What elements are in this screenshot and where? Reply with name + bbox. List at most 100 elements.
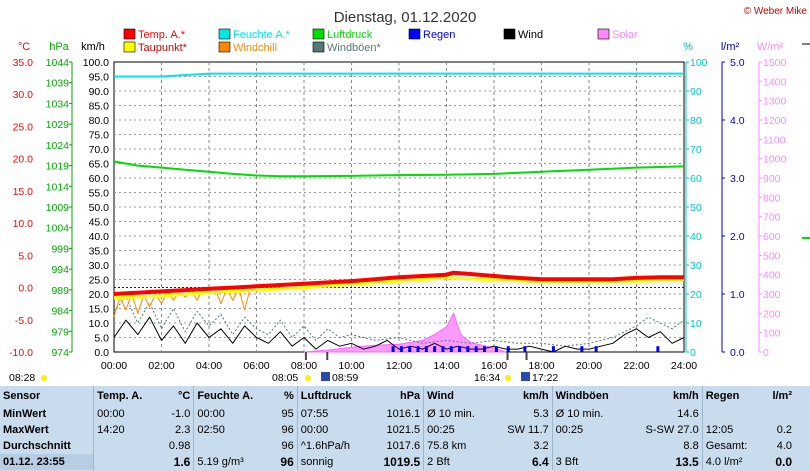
stats-cell: 02:50: [193, 422, 273, 438]
temp-tick-label: 30.0: [13, 89, 34, 101]
humidity-tick-label: 40: [690, 231, 702, 243]
temp-tick-label: 15.0: [13, 186, 34, 198]
stats-cell: 96: [280, 455, 294, 469]
x-tick-label: 22:00: [623, 360, 649, 372]
stats-cell: 07:55: [296, 406, 370, 422]
pressure-tick-label: 1024: [46, 140, 70, 152]
stats-cell: SW 11.7: [507, 424, 549, 436]
wind-tick-label: 85.0: [89, 101, 110, 113]
pressure-tick-label: 989: [51, 285, 69, 297]
rain-bar: [416, 346, 420, 352]
stats-cell: 96: [281, 424, 294, 436]
stats-header-humidity: Feuchte A.: [193, 386, 273, 406]
solar-unit-label: W/m²: [757, 41, 784, 53]
stats-row: MinWert 00:00 -1.0 00:00 95 07:55 1016.1 Ø 10 m…: [0, 406, 795, 422]
legend-label: Regen: [423, 29, 455, 41]
x-tick-label: 10:00: [338, 360, 364, 372]
stats-row: Durchschnitt 0.98 96 ^1.6hPa/h 1017.6 75.8 km…: [0, 438, 795, 454]
solar-tick-label: 700: [763, 212, 781, 224]
legend-label: Feuchte A.*: [233, 29, 291, 41]
rain-bar: [594, 346, 598, 352]
stats-cell: Ø 10 min.: [423, 406, 492, 422]
wind-tick-label: 35.0: [89, 246, 110, 258]
pressure-tick-label: 1029: [46, 119, 70, 131]
stats-cell: 5.3: [533, 408, 549, 420]
wind-tick-label: 50.0: [89, 202, 110, 214]
stats-table: Sensor Temp. A. °C Feuchte A. % Luftdruc…: [0, 386, 795, 470]
humidity-tick-label: 60: [690, 173, 702, 185]
solar-tick-label: 1300: [763, 96, 787, 108]
stats-cell: 1016.1: [386, 408, 421, 420]
x-tick-label: 14:00: [433, 360, 459, 372]
x-tick-label: 06:00: [243, 360, 269, 372]
stats-cell: 2 Bft: [423, 454, 492, 470]
stats-cell: 00:25: [551, 422, 628, 438]
stats-cell: S-SW 27.0: [645, 424, 699, 436]
stats-panel: Sensor Temp. A. °C Feuchte A. % Luftdruc…: [0, 386, 810, 471]
solar-tick-label: 100: [763, 328, 781, 340]
rain-bar: [494, 346, 498, 352]
temperature-line: [113, 270, 684, 296]
wind-tick-label: 5.0: [94, 333, 109, 345]
stats-cell: [93, 454, 159, 470]
solar-tick-label: 500: [763, 250, 781, 262]
pressure-tick-label: 1014: [46, 181, 70, 193]
stats-cell: Ø 10 min.: [551, 406, 628, 422]
wind-tick-label: 75.0: [89, 130, 110, 142]
x-tick-label: 20:00: [576, 360, 602, 372]
legend-swatch: [123, 28, 136, 40]
humidity-tick-label: 10: [690, 318, 702, 330]
pressure-tick-label: 979: [51, 326, 69, 338]
pressure-tick-label: 994: [51, 264, 69, 276]
chart-title: Dienstag, 01.12.2020: [334, 9, 477, 26]
windchill-line: [113, 285, 257, 317]
stats-row-label: Durchschnitt: [3, 440, 71, 452]
wind-tick-label: 55.0: [89, 188, 110, 200]
stats-cell: 0.98: [168, 440, 191, 452]
stats-cell: 1021.5: [386, 424, 421, 436]
x-tick-label: 16:00: [481, 360, 507, 372]
wind-tick-label: 65.0: [89, 159, 110, 171]
legend-swatch: [503, 28, 516, 40]
stats-cell: sonnig: [296, 454, 370, 470]
stats-cell: 13.5: [675, 455, 699, 469]
stats-header-temp: Temp. A.: [93, 386, 159, 406]
solar-tick-label: 1500: [763, 57, 787, 69]
wind-tick-label: 15.0: [89, 304, 110, 316]
chart-legend: Temp. A.* Feuchte A.* Luftdruck Regen Wind So…: [123, 28, 638, 54]
x-tick-label: 12:00: [386, 360, 412, 372]
pressure-tick-label: 1044: [46, 57, 70, 69]
stats-cell: [551, 438, 628, 454]
stats-cell: 4.0 l/m²: [701, 454, 763, 470]
sunrise-early-label: 08:28: [9, 372, 35, 384]
solar-tick-label: 1100: [763, 134, 786, 146]
stats-cell: 00:25: [423, 422, 492, 438]
temp-tick-label: 35.0: [13, 57, 34, 69]
wind-tick-label: 100.0: [83, 57, 109, 69]
stats-cell: 00:00: [93, 406, 159, 422]
solar-tick-label: 900: [763, 173, 781, 185]
wind-tick-label: 45.0: [89, 217, 110, 229]
solar-tick-label: 400: [763, 270, 781, 282]
pressure-tick-label: 999: [51, 243, 69, 255]
copyright-text: © Weber Mike: [744, 6, 808, 17]
wind-tick-label: 95.0: [89, 72, 110, 84]
chart-grid: [113, 61, 685, 353]
rain-bar: [656, 346, 660, 352]
stats-cell: [763, 406, 795, 422]
stats-cell: 96: [281, 440, 294, 452]
temp-tick-label: 20.0: [13, 154, 34, 166]
dewpoint-line: [113, 276, 685, 300]
legend-swatch: [218, 41, 231, 53]
wind-tick-label: 80.0: [89, 115, 110, 127]
wind-tick-label: 20.0: [89, 289, 110, 301]
wind-line: [113, 316, 685, 353]
sun-icon: [41, 375, 47, 381]
solar-tick-label: 0: [763, 347, 769, 359]
stats-cell: 0.2: [776, 424, 792, 436]
wind-tick-label: 10.0: [89, 318, 110, 330]
rain-tick-label: 1.0: [730, 289, 745, 301]
pressure-unit-label: hPa: [49, 41, 69, 53]
solar-tick-label: 1200: [763, 115, 787, 127]
rain-tick-label: 0.0: [730, 347, 745, 359]
